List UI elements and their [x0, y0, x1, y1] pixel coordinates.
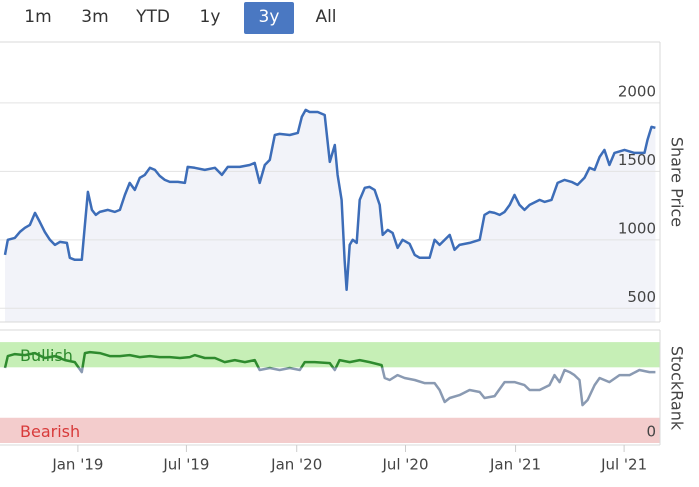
range-button[interactable]: 3m: [81, 7, 108, 27]
range-button[interactable]: All: [315, 7, 336, 27]
x-tick-label: Jan '20: [270, 456, 322, 474]
x-tick-label: Jan '21: [489, 456, 541, 474]
y-tick-label: 0: [646, 422, 656, 440]
x-tick-label: Jul '19: [162, 456, 209, 474]
range-button[interactable]: 1y: [200, 7, 221, 27]
button-label: 3y: [259, 7, 280, 27]
y-tick-label: 500: [627, 288, 656, 306]
line: [3, 350, 656, 407]
button-label: All: [315, 7, 336, 27]
y-tick-label: 1500: [618, 151, 656, 169]
band-label: Bearish: [20, 422, 80, 441]
range-button[interactable]: 3y: [244, 2, 294, 34]
area: [5, 109, 656, 323]
button-label: 1m: [24, 7, 51, 27]
axis-title: StockRank: [668, 346, 687, 431]
button-label: YTD: [135, 7, 170, 27]
axis-title: Share Price: [668, 137, 687, 227]
band-label: Bullish: [20, 346, 73, 365]
button-label: 1y: [200, 7, 221, 27]
button-highlight: [244, 2, 294, 34]
button-label: 3m: [81, 7, 108, 27]
band: [0, 417, 660, 443]
line: [3, 108, 656, 292]
y-tick-label: 1000: [618, 219, 656, 237]
x-tick-label: Jul '20: [381, 456, 428, 474]
range-button[interactable]: YTD: [135, 7, 170, 27]
range-button[interactable]: 1m: [24, 7, 51, 27]
x-tick-label: Jul '21: [600, 456, 647, 474]
y-tick-label: 2000: [618, 82, 656, 100]
x-tick-label: Jan '19: [51, 456, 103, 474]
